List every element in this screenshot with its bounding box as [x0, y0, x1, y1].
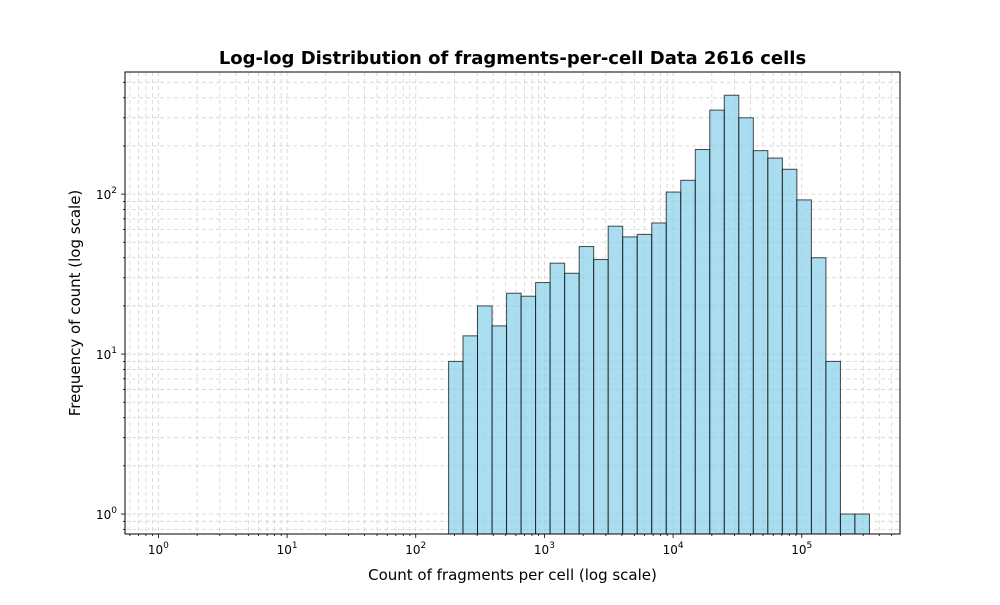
- x-tick-label: 104: [663, 541, 684, 557]
- histogram-bar: [752, 150, 769, 535]
- histogram-bar: [709, 109, 725, 535]
- histogram-bar: [491, 325, 508, 535]
- histogram-bar: [448, 360, 464, 535]
- histogram-bar: [767, 157, 783, 535]
- histogram-bar: [738, 117, 754, 535]
- histogram-bar: [680, 179, 696, 535]
- histogram-bar: [520, 295, 537, 535]
- histogram-bar: [651, 222, 667, 535]
- histogram-bar: [694, 149, 711, 535]
- axis-ticks: 100 101 102 103 104 105 100 101 102: [96, 81, 893, 557]
- histogram-bar: [723, 94, 740, 535]
- histogram-bar: [854, 513, 870, 535]
- y-tick-label: 100: [96, 506, 117, 522]
- histogram-bar: [825, 360, 841, 535]
- x-tick-label: 101: [277, 541, 298, 557]
- histogram-bar: [636, 233, 653, 535]
- histogram-bar: [535, 282, 551, 535]
- bars: [448, 94, 870, 535]
- histogram-bar: [810, 257, 827, 535]
- histogram-bar: [839, 513, 856, 535]
- histogram-bar: [564, 272, 580, 535]
- histogram-bar: [593, 259, 609, 535]
- histogram-bar: [622, 236, 638, 535]
- histogram-bar: [477, 305, 493, 535]
- histogram-bar: [462, 335, 479, 535]
- x-tick-label: 103: [534, 541, 555, 557]
- y-axis-label: Frequency of count (log scale): [66, 190, 84, 417]
- histogram-bar: [796, 199, 812, 535]
- histogram-bar: [607, 225, 624, 535]
- x-axis-label: Count of fragments per cell (log scale): [368, 566, 657, 584]
- x-tick-label: 105: [791, 541, 812, 557]
- chart-title: Log-log Distribution of fragments-per-ce…: [219, 48, 806, 69]
- x-tick-label: 100: [148, 541, 169, 557]
- histogram-bar: [665, 191, 682, 535]
- histogram-bar: [506, 292, 522, 535]
- histogram-bar: [781, 168, 798, 535]
- histogram-bar: [549, 262, 566, 535]
- y-tick-label: 102: [96, 186, 117, 202]
- plot-frame: [124, 71, 901, 535]
- x-tick-label: 102: [405, 541, 426, 557]
- y-tick-label: 101: [96, 346, 117, 362]
- histogram-bar: [578, 246, 595, 535]
